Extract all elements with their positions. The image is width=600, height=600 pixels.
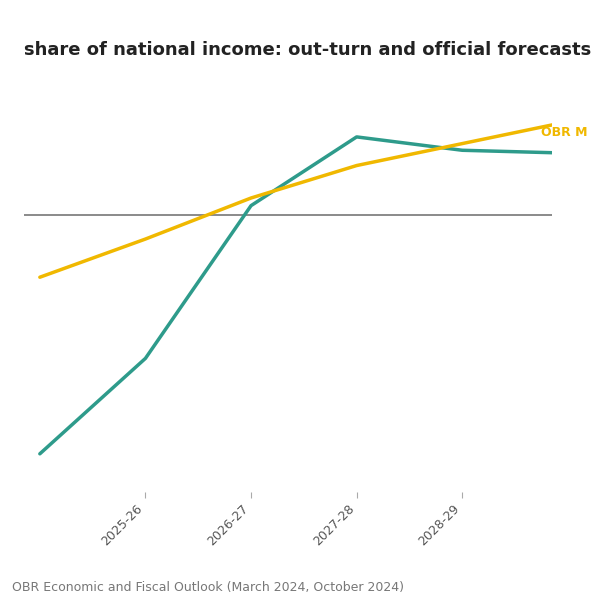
Text: share of national income: out-turn and official forecasts: share of national income: out-turn and o… [24,41,591,59]
Text: OBR M: OBR M [541,125,588,139]
Text: OBR Economic and Fiscal Outlook (March 2024, October 2024): OBR Economic and Fiscal Outlook (March 2… [12,581,404,594]
